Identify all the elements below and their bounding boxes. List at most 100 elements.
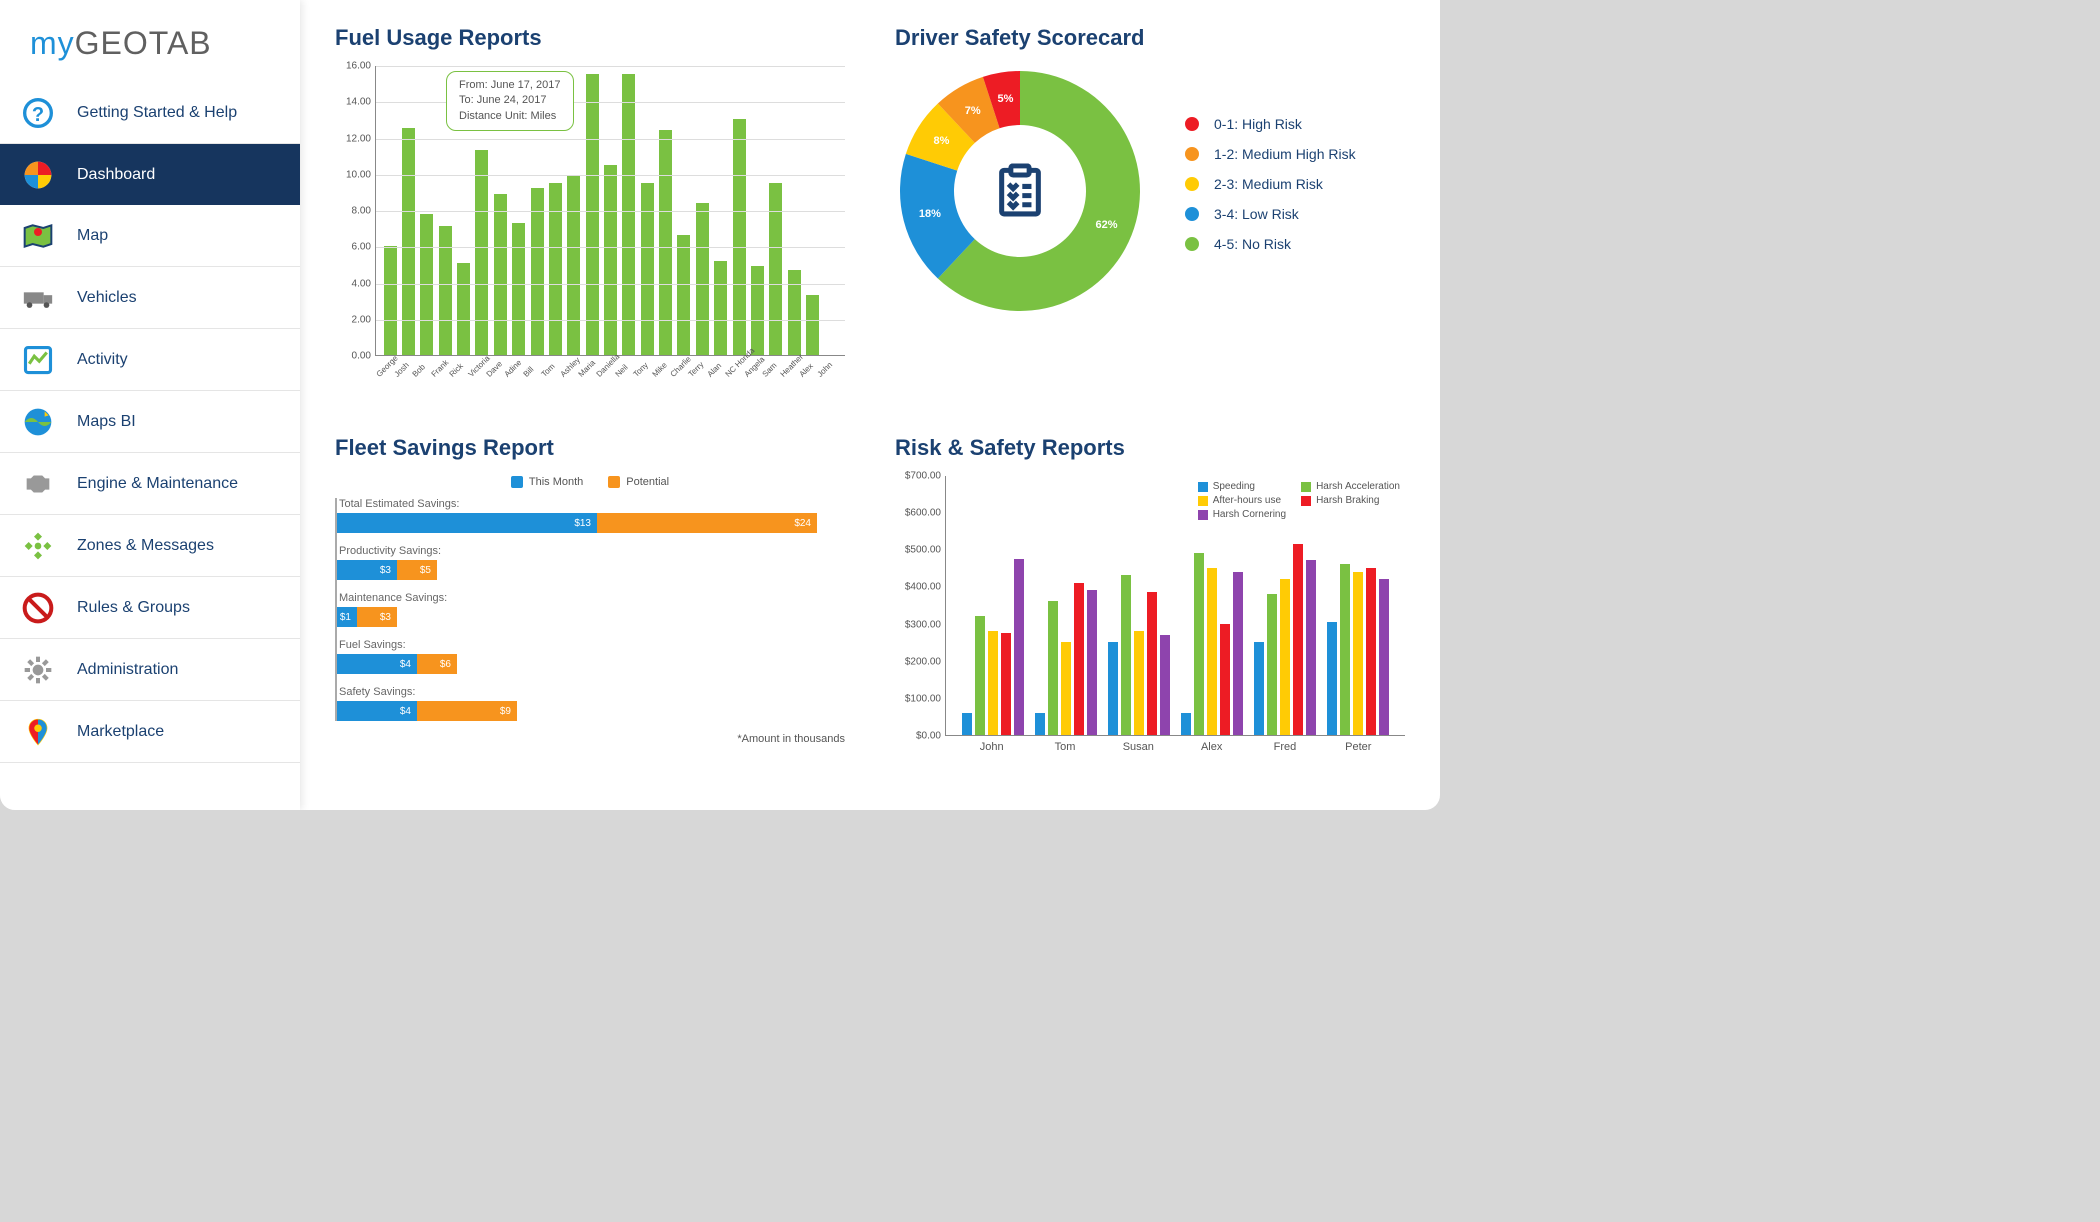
fuel-x-label: George [374,363,390,379]
sidebar-item-zones[interactable]: Zones & Messages [0,515,300,577]
risk-bar [1048,601,1058,735]
fuel-x-label: Neil [613,363,629,379]
fuel-x-label: John [816,363,832,379]
donut-wrap: 62%18%8%7%5% 0-1: High Risk1-2: Medium H… [895,66,1405,316]
fleet-panel: Fleet Savings Report This MonthPotential… [335,435,845,785]
donut-legend-item: 1-2: Medium High Risk [1185,146,1405,162]
y-tick: 0.00 [336,351,371,362]
fuel-bar [641,183,654,355]
legend-swatch [1301,496,1311,506]
donut-legend-item: 2-3: Medium Risk [1185,176,1405,192]
fuel-bar [677,235,690,355]
risk-x-label: Peter [1322,741,1395,753]
tooltip-line2: To: June 24, 2017 [459,93,561,108]
risk-bar [1061,642,1071,735]
risk-legend-item: After-hours use [1198,495,1286,506]
fuel-x-label: Bob [411,363,427,379]
fuel-x-label: Josh [393,363,409,379]
risk-bar [1074,583,1084,735]
fleet-legend-item: This Month [511,476,583,488]
risk-bar [1108,642,1118,735]
legend-swatch [1301,482,1311,492]
legend-text: Harsh Braking [1316,495,1379,506]
fuel-bar [549,183,562,355]
savings-row: Maintenance Savings: $1 $3 [337,592,845,627]
legend-text: 0-1: High Risk [1214,116,1302,132]
fuel-bar [439,226,452,355]
risk-bar [988,631,998,735]
mapsbi-icon [20,404,55,439]
legend-dot [1185,237,1199,251]
savings-row: Total Estimated Savings: $13 $24 [337,498,845,533]
clipboard-icon [993,164,1048,219]
sidebar-item-dashboard[interactable]: Dashboard [0,144,300,205]
risk-bar [1267,594,1277,735]
y-tick: $600.00 [896,508,941,519]
vehicles-icon [20,280,55,315]
y-tick: $500.00 [896,545,941,556]
sidebar-item-mapsbi[interactable]: Maps BI [0,391,300,453]
risk-bar [1147,592,1157,735]
sidebar-item-map[interactable]: Map [0,205,300,267]
sidebar-item-rules[interactable]: Rules & Groups [0,577,300,639]
savings-seg-this: $4 [337,701,417,721]
risk-bar [1366,568,1376,735]
main-content: Fuel Usage Reports From: June 17, 2017 T… [300,0,1440,810]
fuel-bar [751,266,764,355]
nav-label: Maps BI [77,413,136,431]
savings-label: Total Estimated Savings: [339,498,845,510]
legend-text: Potential [626,476,669,488]
y-tick: $400.00 [896,582,941,593]
risk-bar-group [1108,575,1170,735]
risk-bar [1160,635,1170,735]
sidebar-item-activity[interactable]: Activity [0,329,300,391]
risk-bar [975,616,985,735]
fuel-x-label: Bill [521,363,537,379]
nav-label: Zones & Messages [77,537,214,555]
fuel-bar [806,295,819,355]
risk-legend-item: Speeding [1198,481,1286,492]
nav-label: Engine & Maintenance [77,475,238,493]
donut-slice-label: 8% [934,135,950,147]
risk-bar [1233,572,1243,735]
legend-text: Speeding [1213,481,1255,492]
fuel-x-label: Charlie [668,363,684,379]
savings-seg-potential: $24 [597,513,817,533]
sidebar-item-vehicles[interactable]: Vehicles [0,267,300,329]
sidebar-item-engine[interactable]: Engine & Maintenance [0,453,300,515]
nav-list: ?Getting Started & HelpDashboardMap Vehic… [0,82,300,763]
fuel-x-label: Alex [797,363,813,379]
y-tick: 6.00 [336,242,371,253]
savings-label: Productivity Savings: [339,545,845,557]
amount-note: *Amount in thousands [335,733,845,745]
savings-seg-potential: $9 [417,701,517,721]
fuel-x-label: Daniella [595,363,611,379]
risk-chart: SpeedingHarsh AccelerationAfter-hours us… [895,476,1405,753]
nav-label: Getting Started & Help [77,104,237,122]
y-tick: $100.00 [896,693,941,704]
legend-text: Harsh Cornering [1213,509,1286,520]
nav-label: Vehicles [77,289,137,307]
app-root: myGEOTAB ?Getting Started & HelpDashboar… [0,0,1440,810]
savings-label: Fuel Savings: [339,639,845,651]
engine-icon [20,466,55,501]
logo-part1: my [30,25,75,61]
fuel-bar [512,223,525,355]
sidebar-item-marketplace[interactable]: Marketplace [0,701,300,763]
risk-title: Risk & Safety Reports [895,435,1405,461]
y-tick: 16.00 [336,61,371,72]
donut-slice-label: 62% [1095,219,1117,231]
sidebar-item-admin[interactable]: Administration [0,639,300,701]
donut-slice-label: 5% [997,93,1013,105]
fuel-x-label: Tony [632,363,648,379]
tooltip-line3: Distance Unit: Miles [459,109,561,124]
risk-bar-group [1181,553,1243,735]
risk-bar [1280,579,1290,735]
logo-part2: GEOTAB [75,25,212,61]
map-icon [20,218,55,253]
savings-row: Safety Savings: $4 $9 [337,686,845,721]
sidebar-item-help[interactable]: ?Getting Started & Help [0,82,300,144]
legend-swatch [1198,482,1208,492]
fuel-xlabels: GeorgeJoshBobFrankRickVictoriaDaveAdineB… [375,356,845,373]
risk-legend-item: Harsh Braking [1301,495,1400,506]
